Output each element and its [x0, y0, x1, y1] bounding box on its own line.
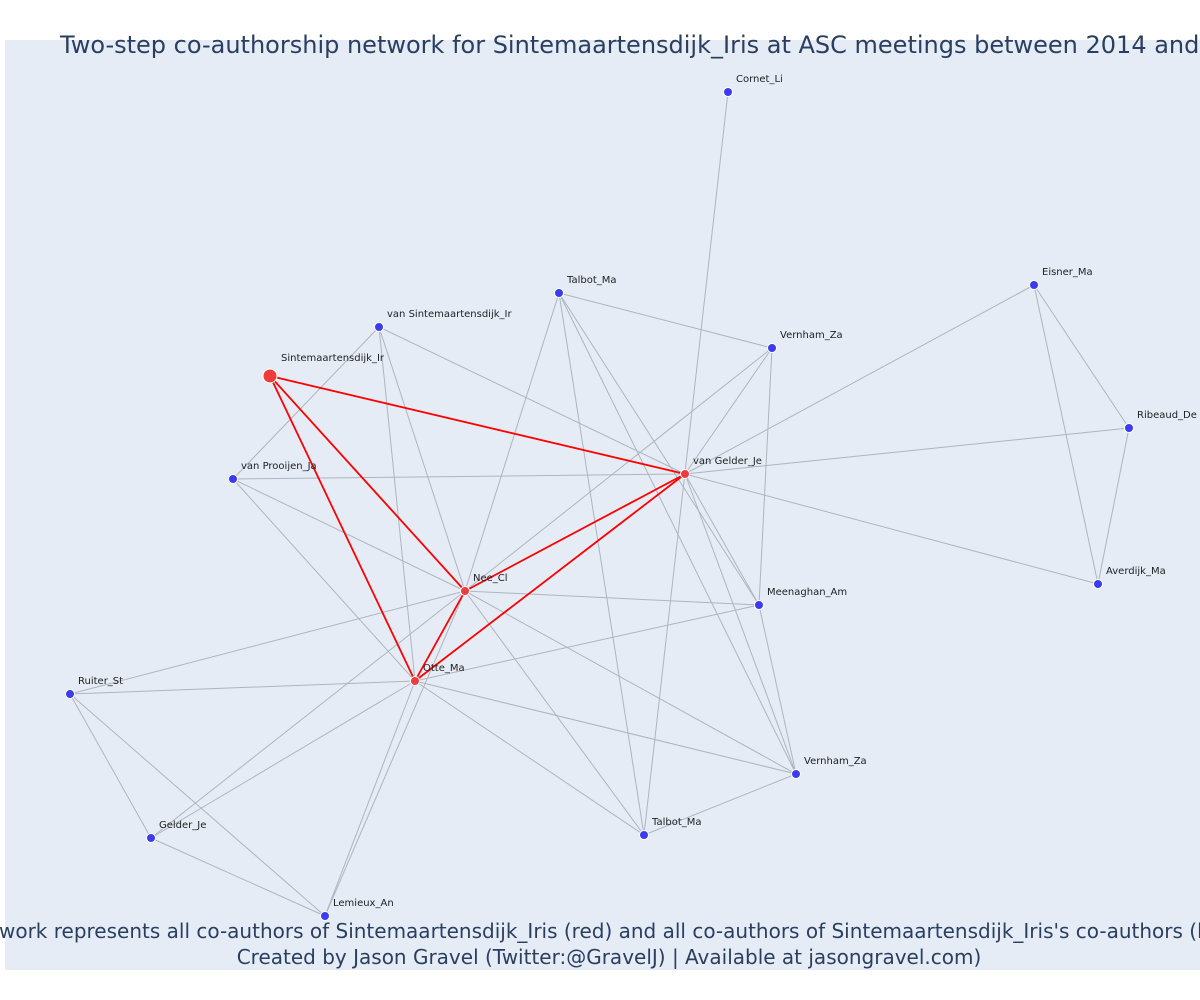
edge	[464, 347, 773, 592]
edge	[378, 326, 466, 592]
edge	[464, 292, 560, 592]
plot-background	[5, 40, 1200, 970]
edge	[684, 284, 1035, 475]
edge	[414, 473, 686, 682]
node	[723, 87, 733, 97]
edge	[558, 292, 645, 836]
edge	[558, 292, 773, 349]
node	[1093, 579, 1103, 589]
node-label: Otte_Ma	[423, 663, 465, 674]
node-label: van Sintemaartensdijk_Ir	[387, 309, 512, 320]
node	[410, 676, 420, 686]
edge	[269, 375, 416, 682]
node	[146, 833, 156, 843]
node-label: Averdijk_Ma	[1106, 566, 1166, 577]
edge	[69, 590, 466, 695]
edge	[464, 590, 797, 775]
footer-line: Network represents all co-authors of Sin…	[0, 919, 1200, 943]
node	[320, 911, 330, 921]
edge	[324, 590, 466, 917]
node-label: Vernham_Za	[804, 756, 867, 767]
node-label: Talbot_Ma	[651, 817, 702, 828]
edge	[758, 347, 773, 606]
edge	[232, 326, 380, 480]
edge	[414, 604, 760, 682]
node	[680, 469, 690, 479]
edge	[69, 680, 416, 695]
node	[767, 343, 777, 353]
edge	[684, 427, 1130, 475]
node-label: Cornet_Li	[736, 74, 783, 85]
edge	[643, 773, 797, 836]
edge	[150, 680, 416, 839]
edge	[684, 473, 797, 775]
edge	[684, 473, 760, 606]
node	[262, 368, 278, 384]
edge	[684, 347, 773, 475]
node-label: Ribeaud_De	[1137, 410, 1197, 421]
edge	[464, 590, 645, 836]
node	[554, 288, 564, 298]
edge	[414, 680, 797, 775]
edge	[232, 478, 416, 682]
edge	[150, 837, 326, 917]
node-label: Meenaghan_Am	[767, 587, 847, 598]
edge	[232, 473, 686, 480]
title: Two-step co-authorship network for Sinte…	[59, 31, 1200, 59]
node-label: Eisner_Ma	[1042, 267, 1093, 278]
edges	[69, 91, 1130, 917]
edge	[464, 590, 760, 606]
edge	[1033, 284, 1130, 429]
node-label: van Gelder_Je	[693, 456, 762, 467]
node-label: Gelder_Je	[159, 820, 206, 831]
edge	[69, 693, 326, 917]
edge	[464, 473, 686, 592]
node-label: Sintemaartensdijk_Ir	[281, 353, 385, 364]
node	[1029, 280, 1039, 290]
node	[1124, 423, 1134, 433]
node-label: Talbot_Ma	[566, 275, 617, 286]
node	[374, 322, 384, 332]
edge	[378, 326, 686, 475]
node-label: Nee_Cl	[473, 573, 508, 584]
edge	[684, 473, 1099, 585]
node-label: Ruiter_St	[78, 676, 123, 687]
footer-line: Created by Jason Gravel (Twitter:@Gravel…	[237, 945, 982, 969]
edge	[232, 478, 466, 592]
node	[228, 474, 238, 484]
edge	[758, 604, 797, 775]
node-label: Vernham_Za	[780, 330, 843, 341]
edge	[558, 292, 760, 606]
node-label: van Prooijen_Ja	[241, 461, 317, 472]
edge	[414, 590, 466, 682]
node	[754, 600, 764, 610]
edge	[324, 680, 416, 917]
edge	[558, 292, 797, 775]
edge	[414, 680, 645, 836]
edge	[643, 91, 729, 836]
node-label: Lemieux_An	[333, 898, 394, 909]
node	[639, 830, 649, 840]
edge	[69, 693, 152, 839]
nodes: Sintemaartensdijk_Ir van Sintemaartensdij…	[65, 74, 1197, 921]
node	[791, 769, 801, 779]
edge	[1097, 427, 1130, 585]
edge	[378, 326, 416, 682]
node	[65, 689, 75, 699]
node	[460, 586, 470, 596]
edge	[269, 375, 686, 475]
edge	[269, 375, 466, 592]
edge	[150, 590, 466, 839]
